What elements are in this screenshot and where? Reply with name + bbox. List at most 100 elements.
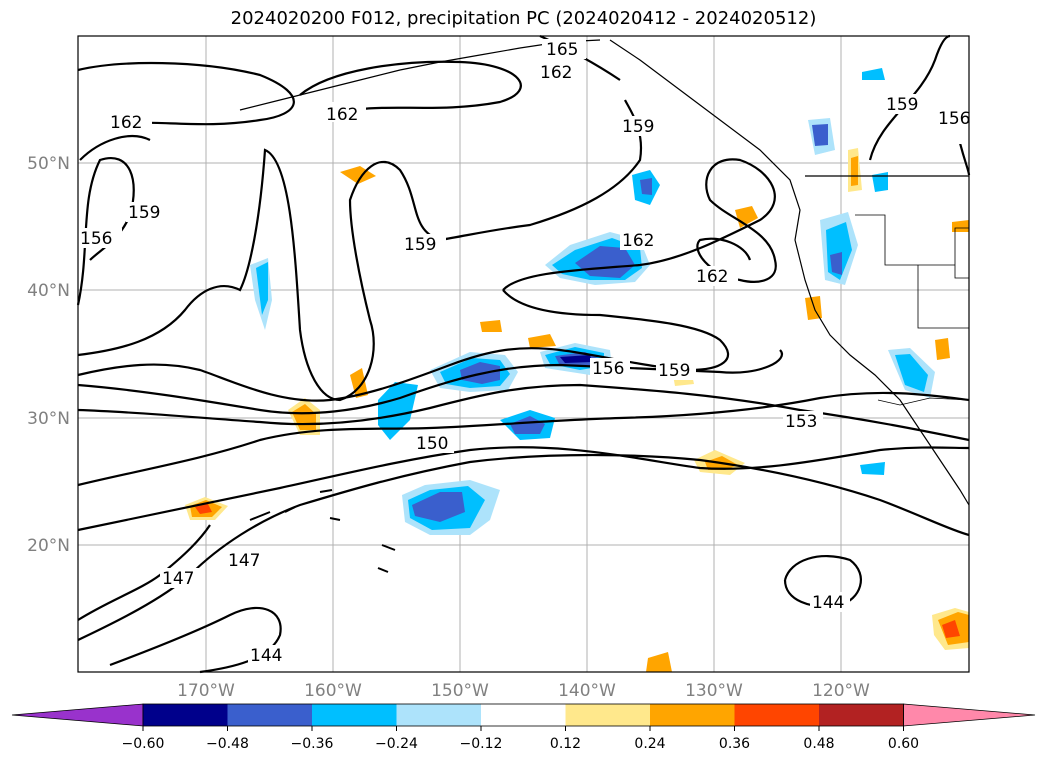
contour-label: 162 bbox=[696, 267, 728, 287]
colorbar-tick-label: −0.24 bbox=[375, 736, 418, 752]
neg-anomaly-area bbox=[560, 355, 592, 363]
contour-label-bg bbox=[322, 102, 366, 122]
contour-line bbox=[299, 60, 522, 117]
contour-label: 165 bbox=[546, 40, 578, 60]
contour-line bbox=[77, 289, 729, 402]
pos-anomaly-area bbox=[480, 320, 502, 332]
neg-anomaly-area bbox=[510, 416, 545, 434]
colorbar-segment bbox=[565, 704, 651, 726]
colorbar: −0.60 −0.48 −0.36 −0.24 −0.12 0.12 0.24 0.36 0.4… bbox=[11, 703, 1036, 752]
us-mexico-border bbox=[877, 397, 970, 406]
contour-label-bg bbox=[542, 39, 586, 59]
contour-label: 144 bbox=[812, 593, 844, 613]
contour-label-bg bbox=[590, 358, 630, 378]
neg-anomaly-area bbox=[640, 178, 652, 195]
contour-label-bg bbox=[226, 550, 266, 570]
contour-label-bg bbox=[538, 62, 582, 82]
lon-tick-label: 140°W bbox=[558, 681, 616, 701]
contour-label-bg bbox=[78, 228, 122, 248]
contour-label-bg bbox=[783, 411, 823, 431]
map-panel: 165 162 162 162 159 159 159 156 159 156 … bbox=[76, 34, 971, 674]
contour-label-bg bbox=[160, 568, 200, 588]
neg-anomaly-area bbox=[412, 492, 465, 522]
contour-label: 159 bbox=[404, 235, 436, 255]
colorbar-tick-label: 0.60 bbox=[888, 736, 919, 752]
contour-label-bg bbox=[620, 116, 664, 136]
map-frame bbox=[77, 35, 970, 673]
contour-label: 162 bbox=[622, 231, 654, 251]
contour-label-bg bbox=[884, 94, 928, 114]
pos-anomaly-area bbox=[851, 156, 858, 186]
colorbar-tick-label: −0.48 bbox=[206, 736, 249, 752]
contour-line bbox=[783, 555, 862, 608]
contour-label: 153 bbox=[785, 412, 817, 432]
state-borders bbox=[917, 265, 969, 329]
colorbar-tick-label: −0.12 bbox=[460, 736, 503, 752]
lat-axis: 50°N 40°N 30°N 20°N bbox=[27, 154, 70, 556]
contour-label: 162 bbox=[110, 113, 142, 133]
contour-label: 162 bbox=[540, 63, 572, 83]
lon-tick-label: 120°W bbox=[812, 681, 870, 701]
colorbar-extend-low bbox=[11, 703, 144, 727]
contour-label: 156 bbox=[592, 359, 624, 379]
contour-line bbox=[79, 135, 151, 161]
contour-label: 159 bbox=[128, 203, 160, 223]
colorbar-tick-label: 0.12 bbox=[550, 736, 581, 752]
lat-tick-label: 20°N bbox=[27, 536, 70, 556]
contour-label-bg bbox=[414, 433, 454, 453]
contour-line bbox=[77, 61, 295, 127]
height-contours bbox=[76, 34, 971, 674]
neg-anomaly-area bbox=[862, 68, 885, 80]
colorbar-tick-label: 0.24 bbox=[634, 736, 665, 752]
contour-label-bg bbox=[126, 202, 166, 222]
contour-line bbox=[868, 34, 951, 161]
contour-label: 147 bbox=[162, 569, 194, 589]
colorbar-extend-high bbox=[903, 703, 1036, 727]
pos-anomaly-area bbox=[942, 620, 960, 638]
lon-tick-label: 130°W bbox=[685, 681, 743, 701]
colorbar-segment bbox=[396, 704, 482, 726]
contour-line bbox=[77, 524, 211, 621]
contour-line bbox=[77, 383, 970, 442]
colorbar-segment bbox=[312, 704, 397, 726]
colorbar-tick-label: −0.60 bbox=[122, 736, 165, 752]
contour-line bbox=[77, 446, 970, 532]
contour-label-bg bbox=[656, 360, 696, 380]
colorbar-segment bbox=[227, 704, 313, 726]
pos-anomaly-area bbox=[646, 652, 672, 672]
map-title: 2024020200 F012, precipitation PC (20240… bbox=[230, 8, 817, 29]
lon-tick-label: 170°W bbox=[177, 681, 235, 701]
contour-label: 159 bbox=[622, 117, 654, 137]
neg-anomaly-area bbox=[895, 354, 928, 392]
lon-tick-label: 150°W bbox=[431, 681, 489, 701]
colorbar-tick-label: 0.48 bbox=[803, 736, 834, 752]
colorbar-segment bbox=[143, 704, 228, 726]
map-background bbox=[78, 36, 969, 672]
contour-line bbox=[77, 391, 970, 487]
lat-tick-label: 30°N bbox=[27, 409, 70, 429]
contour-line bbox=[77, 99, 643, 402]
contour-label-bg bbox=[248, 645, 288, 665]
colorbar-segment bbox=[650, 704, 735, 726]
contour-label-bg bbox=[810, 592, 850, 612]
lon-axis: 170°W 160°W 150°W 140°W 130°W 120°W bbox=[177, 681, 870, 701]
contour-label-bg bbox=[402, 234, 446, 254]
neg-anomaly-area bbox=[872, 172, 888, 192]
contour-label-group: 165 162 162 162 159 159 159 156 159 156 … bbox=[78, 39, 970, 666]
contour-label-bg bbox=[620, 230, 664, 250]
contour-label-bg bbox=[694, 266, 738, 286]
contour-label: 147 bbox=[228, 551, 260, 571]
contour-label-bg bbox=[932, 108, 962, 144]
neg-anomaly-area bbox=[812, 124, 828, 146]
contour-line bbox=[77, 349, 783, 415]
colorbar-tick-label: −0.36 bbox=[291, 736, 334, 752]
lon-tick-label: 160°W bbox=[304, 681, 362, 701]
neg-anomaly-area bbox=[256, 262, 268, 315]
contour-label: 150 bbox=[416, 434, 448, 454]
pos-anomaly-area bbox=[935, 338, 950, 360]
colorbar-segment bbox=[734, 704, 820, 726]
lat-tick-label: 40°N bbox=[27, 281, 70, 301]
colorbar-tick-label: 0.36 bbox=[719, 736, 750, 752]
neg-anomaly-area bbox=[860, 462, 885, 475]
